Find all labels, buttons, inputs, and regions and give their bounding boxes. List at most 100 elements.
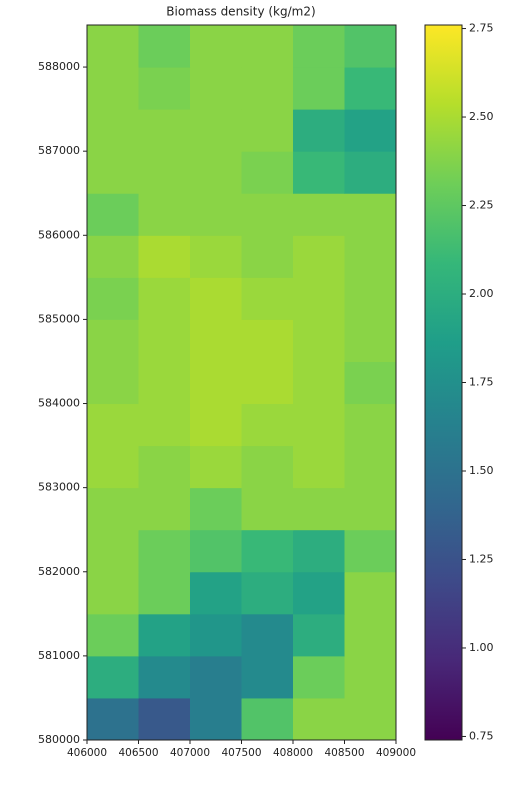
raster-cell	[190, 193, 242, 236]
x-tick-label: 407000	[170, 747, 210, 759]
x-tick-label: 406000	[67, 747, 107, 759]
raster-cell	[344, 361, 397, 405]
raster-cell	[241, 235, 294, 278]
y-tick-label: 581000	[38, 649, 80, 662]
raster-cell	[241, 151, 294, 194]
raster-cell	[87, 151, 139, 194]
raster-cell	[87, 67, 139, 110]
raster-cell	[87, 235, 139, 278]
raster-cell	[87, 361, 139, 405]
raster-cell	[87, 277, 139, 320]
raster-cell	[344, 571, 397, 615]
raster-cell	[241, 193, 294, 236]
y-tick-label: 583000	[38, 481, 80, 494]
x-tick-label: 408500	[324, 747, 364, 759]
raster-cell	[138, 445, 191, 489]
x-tick-label: 408000	[273, 747, 313, 759]
raster-cell	[344, 25, 397, 68]
raster-cell	[344, 613, 397, 657]
raster-cell	[87, 193, 139, 236]
colorbar-tick-label: 2.00	[469, 287, 494, 300]
raster-cell	[190, 67, 242, 110]
raster-cell	[293, 277, 345, 320]
raster-cell	[138, 403, 191, 447]
raster-cell	[138, 571, 191, 615]
raster-cell	[293, 25, 345, 68]
raster-cell	[241, 109, 294, 152]
colorbar	[424, 24, 463, 741]
colorbar-tick-label: 1.00	[469, 641, 494, 654]
raster-cell	[241, 445, 294, 489]
raster-cell	[241, 571, 294, 615]
raster-cell	[344, 655, 397, 699]
raster-cell	[138, 529, 191, 573]
raster-cell	[241, 403, 294, 447]
raster-cell	[190, 277, 242, 320]
raster-cell	[293, 697, 345, 741]
raster-cell	[293, 655, 345, 699]
raster-cell	[344, 109, 397, 152]
raster-cell	[241, 655, 294, 699]
raster-cell	[138, 697, 191, 741]
raster-cell	[138, 319, 191, 362]
raster-cell	[87, 403, 139, 447]
raster-cell	[138, 151, 191, 194]
raster-cell	[138, 67, 191, 110]
raster-cell	[138, 109, 191, 152]
raster-cell	[87, 655, 139, 699]
raster-cell	[190, 529, 242, 573]
raster-cell	[138, 193, 191, 236]
raster-cell	[87, 487, 139, 531]
raster-cell	[190, 655, 242, 699]
x-tick-label: 407500	[221, 747, 261, 759]
raster-cell	[138, 361, 191, 405]
raster-cell	[138, 613, 191, 657]
chart-title: Biomass density (kg/m2)	[166, 5, 315, 19]
x-tick-label: 406500	[118, 747, 158, 759]
colorbar-tick-label: 1.75	[469, 376, 494, 389]
y-tick-label: 582000	[38, 565, 80, 578]
raster-cell	[138, 235, 191, 278]
raster-cell	[293, 613, 345, 657]
raster-cell	[87, 697, 139, 741]
raster-cell	[344, 277, 397, 320]
raster-cell	[293, 403, 345, 447]
raster-cell	[344, 487, 397, 531]
raster-cell	[293, 67, 345, 110]
raster-cell	[87, 319, 139, 362]
raster-cell	[190, 235, 242, 278]
raster-cell	[190, 403, 242, 447]
raster-cell	[293, 319, 345, 362]
y-tick-label: 585000	[38, 312, 80, 325]
raster-cell	[87, 571, 139, 615]
raster-cell	[138, 487, 191, 531]
raster-cell	[241, 529, 294, 573]
raster-cell	[344, 67, 397, 110]
raster-cell	[190, 319, 242, 362]
raster-cell	[190, 25, 242, 68]
raster-cell	[241, 25, 294, 68]
raster-cell	[190, 445, 242, 489]
raster-cell	[190, 361, 242, 405]
raster-cell	[87, 445, 139, 489]
raster-cell	[241, 697, 294, 741]
raster-cell	[190, 697, 242, 741]
raster-cell	[87, 109, 139, 152]
raster-cell	[293, 529, 345, 573]
raster-cell	[241, 361, 294, 405]
raster-cell	[293, 151, 345, 194]
raster-cell	[344, 193, 397, 236]
colorbar-tick-label: 1.50	[469, 464, 494, 477]
raster-cell	[293, 487, 345, 531]
x-tick-label: 409000	[376, 747, 416, 759]
raster-cell	[190, 109, 242, 152]
raster-cell	[293, 361, 345, 405]
raster-cell	[190, 571, 242, 615]
colorbar-tick-label: 2.50	[469, 110, 494, 123]
raster-cell	[344, 445, 397, 489]
raster-cell	[87, 613, 139, 657]
raster-cell	[241, 613, 294, 657]
raster-cell	[241, 277, 294, 320]
y-tick-label: 587000	[38, 144, 80, 157]
